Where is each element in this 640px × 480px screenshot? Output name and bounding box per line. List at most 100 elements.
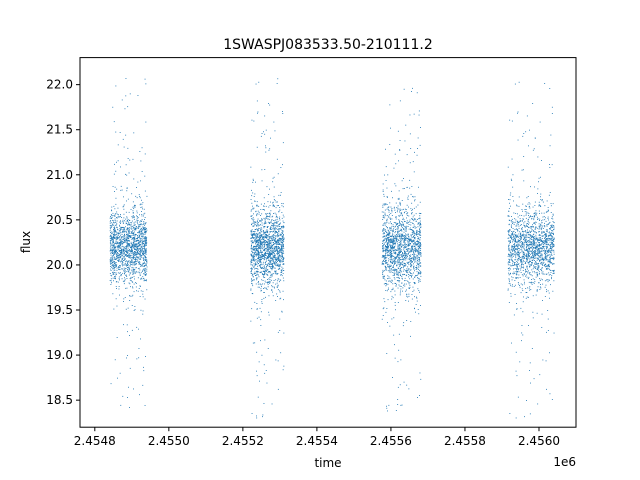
data-point bbox=[115, 236, 117, 238]
data-point bbox=[271, 244, 273, 246]
data-point bbox=[137, 240, 139, 241]
data-point bbox=[131, 295, 133, 297]
data-point bbox=[263, 217, 265, 219]
data-point bbox=[270, 253, 272, 255]
data-point bbox=[401, 244, 403, 246]
data-point bbox=[137, 259, 139, 261]
data-point bbox=[258, 229, 259, 231]
data-point bbox=[259, 265, 261, 267]
data-point bbox=[256, 277, 258, 279]
data-point bbox=[403, 267, 404, 269]
data-point bbox=[126, 239, 128, 241]
data-point bbox=[401, 251, 402, 252]
data-point bbox=[276, 262, 277, 263]
data-point bbox=[113, 269, 115, 271]
data-point bbox=[253, 279, 255, 281]
data-point bbox=[113, 252, 115, 253]
data-point bbox=[278, 224, 280, 226]
data-point bbox=[133, 310, 135, 311]
data-point bbox=[388, 243, 390, 245]
data-point bbox=[511, 257, 513, 259]
data-point bbox=[278, 248, 279, 249]
data-point bbox=[127, 232, 129, 234]
data-point bbox=[114, 230, 116, 232]
data-point bbox=[266, 234, 268, 235]
data-point bbox=[129, 93, 131, 95]
data-point bbox=[115, 263, 117, 265]
data-point bbox=[281, 275, 283, 277]
data-point bbox=[139, 226, 141, 228]
data-point bbox=[133, 247, 135, 249]
data-point bbox=[114, 264, 116, 266]
data-point bbox=[132, 252, 134, 253]
data-point bbox=[273, 244, 275, 245]
data-point bbox=[406, 220, 408, 222]
data-point bbox=[270, 248, 271, 250]
data-point bbox=[130, 286, 131, 288]
data-point bbox=[250, 253, 252, 255]
data-point bbox=[535, 242, 537, 243]
data-point bbox=[389, 280, 391, 282]
data-point bbox=[250, 258, 252, 260]
data-point bbox=[122, 241, 124, 242]
data-point bbox=[416, 262, 418, 264]
data-point bbox=[416, 254, 418, 256]
data-point bbox=[267, 244, 269, 246]
data-point bbox=[132, 232, 134, 234]
data-point bbox=[279, 330, 281, 331]
data-point bbox=[266, 253, 268, 255]
data-point bbox=[551, 236, 553, 238]
data-point bbox=[258, 242, 259, 243]
data-point bbox=[116, 256, 118, 258]
data-point bbox=[396, 224, 397, 226]
data-point bbox=[115, 239, 117, 241]
data-point bbox=[399, 221, 400, 223]
data-point bbox=[268, 271, 269, 273]
data-point bbox=[279, 260, 281, 262]
data-point bbox=[115, 229, 116, 231]
data-point bbox=[411, 246, 413, 247]
data-point bbox=[146, 195, 148, 197]
data-point bbox=[112, 268, 114, 269]
data-point bbox=[413, 240, 415, 242]
data-point bbox=[266, 266, 267, 268]
data-point bbox=[110, 278, 112, 280]
data-point bbox=[130, 251, 132, 252]
data-point bbox=[144, 272, 146, 274]
data-point bbox=[413, 243, 415, 245]
data-point bbox=[256, 351, 258, 353]
data-point bbox=[256, 270, 258, 272]
data-point bbox=[383, 250, 385, 252]
data-point bbox=[393, 228, 395, 230]
data-point bbox=[256, 240, 258, 242]
data-point bbox=[410, 335, 411, 337]
data-point bbox=[418, 252, 420, 254]
data-point bbox=[135, 253, 137, 255]
data-point bbox=[282, 235, 284, 237]
data-point bbox=[270, 250, 271, 252]
data-point bbox=[112, 259, 114, 261]
data-point bbox=[140, 249, 142, 251]
data-point bbox=[279, 218, 280, 219]
data-point bbox=[277, 250, 279, 251]
data-point bbox=[272, 295, 274, 297]
data-point bbox=[417, 243, 419, 245]
data-point bbox=[144, 256, 146, 258]
data-point bbox=[383, 298, 385, 300]
data-point bbox=[112, 212, 114, 214]
data-point bbox=[280, 249, 282, 251]
data-point bbox=[400, 286, 402, 287]
data-point bbox=[268, 103, 269, 104]
data-point bbox=[389, 232, 391, 234]
data-point bbox=[270, 274, 271, 276]
data-point bbox=[276, 231, 277, 232]
data-point bbox=[398, 235, 400, 237]
data-point bbox=[115, 264, 117, 266]
data-point bbox=[393, 272, 395, 274]
data-point bbox=[390, 258, 392, 260]
data-point bbox=[134, 264, 136, 266]
data-point bbox=[133, 255, 134, 257]
data-point bbox=[134, 256, 135, 258]
data-point bbox=[419, 144, 421, 146]
data-point bbox=[277, 265, 279, 266]
